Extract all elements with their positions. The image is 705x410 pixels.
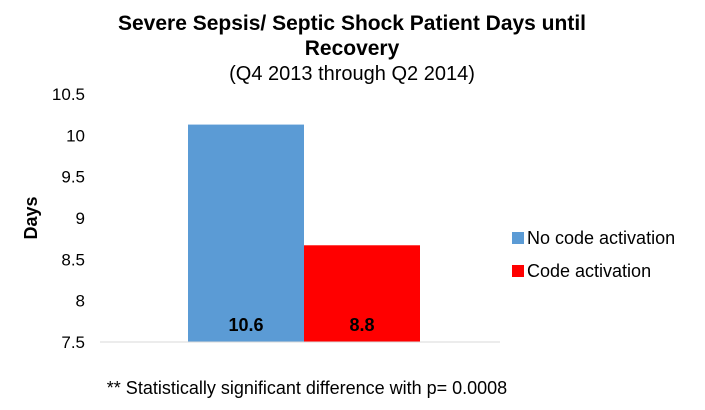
chart-subtitle: (Q4 2013 through Q2 2014) [229, 63, 475, 85]
legend-swatch [512, 232, 524, 244]
data-label: 10.6 [228, 315, 263, 335]
bar-no-code-activation [188, 124, 304, 342]
y-tick-label: 8 [76, 292, 85, 311]
chart-title-line-2: Recovery [305, 37, 400, 60]
y-tick-label: 8.5 [61, 250, 85, 269]
legend-swatch [512, 265, 524, 277]
legend-label: Code activation [527, 261, 651, 281]
bar-code-activation [304, 245, 420, 342]
y-axis-label: Days [21, 196, 41, 239]
data-labels: 10.6 8.8 [228, 315, 374, 335]
y-tick-label: 7.5 [61, 333, 85, 352]
y-tick-label: 10 [66, 126, 85, 145]
data-label: 8.8 [349, 315, 374, 335]
y-tick-label: 10.5 [52, 85, 85, 104]
y-tick-label: 9 [76, 209, 85, 228]
y-tick-label: 9.5 [61, 168, 85, 187]
legend: No code activation Code activation [512, 228, 675, 281]
chart-title-line-1: Severe Sepsis/ Septic Shock Patient Days… [118, 12, 586, 35]
footnote: ** Statistically significant difference … [107, 378, 507, 398]
bars [188, 124, 420, 342]
legend-label: No code activation [527, 228, 675, 248]
y-axis-ticks: 7.5 8 8.5 9 9.5 10 10.5 [52, 85, 85, 352]
